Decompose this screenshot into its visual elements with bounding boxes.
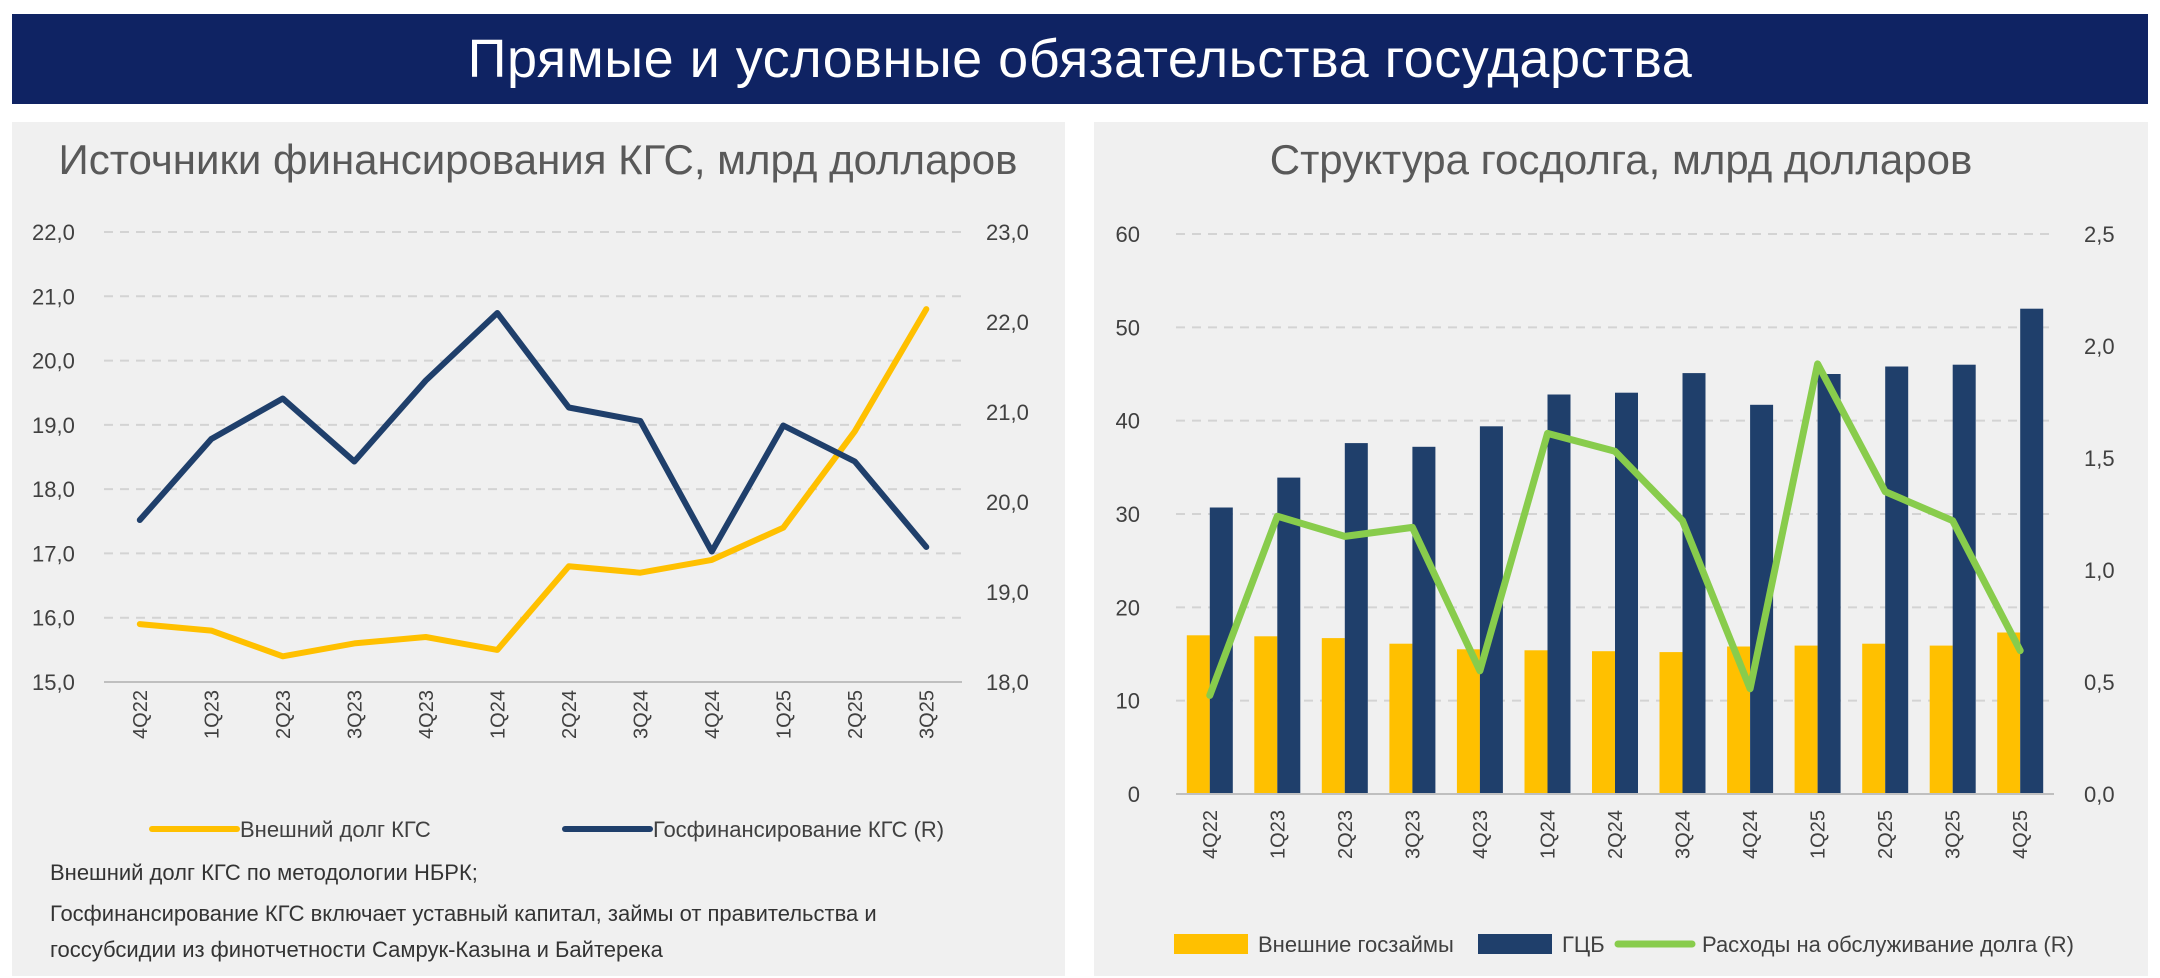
bar-gcb [1952,364,1976,794]
legend-label: ГЦБ [1562,932,1605,957]
bar-vneshnie-goszaymy [1456,649,1480,794]
x-tick-label: 1Q23 [1267,810,1289,859]
y2-tick-label: 23,0 [986,220,1029,245]
x-tick-label: 4Q22 [1200,810,1222,859]
x-tick-label: 2Q24 [1605,810,1627,859]
x-tick-label: 3Q24 [630,690,652,739]
legend-label: Внешние госзаймы [1258,932,1454,957]
y-tick-label: 17,0 [32,541,75,566]
bar-vneshnie-goszaymy [1524,650,1548,794]
bar-gcb [1344,443,1368,794]
chart-title: Структура госдолга, млрд долларов [1270,136,1973,183]
legend-label: Внешний долг КГС [240,817,431,842]
chart-panel-kgs-funding: Источники финансирования КГС, млрд долла… [12,122,1065,976]
x-tick-label: 2Q25 [1875,810,1897,859]
y-tick-label: 22,0 [32,220,75,245]
chart-kgs-funding: Источники финансирования КГС, млрд долла… [32,136,1029,842]
footnote-line-3: госсубсидии из финотчетности Самрук-Казы… [50,937,663,962]
bar-vneshnie-goszaymy [1929,645,1953,794]
bar-gcb [1209,507,1233,794]
bar-vneshnie-goszaymy [1389,643,1413,794]
x-tick-label: 3Q23 [344,690,366,739]
y2-tick-label: 18,0 [986,670,1029,695]
bar-vneshnie-goszaymy [1592,651,1615,794]
bar-vneshnie-goszaymy [1794,645,1818,794]
bar-vneshnie-goszaymy [1254,636,1278,794]
y-tick-label: 21,0 [32,284,75,309]
y2-tick-label: 19,0 [986,580,1029,605]
y-tick-label: 15,0 [32,670,75,695]
y-tick-label: 20 [1116,595,1140,620]
y-tick-label: 10 [1116,689,1140,714]
legend-swatch [1478,934,1552,954]
bar-vneshnie-goszaymy [1659,652,1683,794]
legend-swatch [1174,934,1248,954]
y2-tick-label: 2,0 [2084,334,2115,359]
chart-debt-structure: Структура госдолга, млрд долларов 0 10 20 30… [1116,136,2115,957]
y2-tick-label: 2,5 [2084,222,2115,247]
x-tick-label: 3Q25 [916,690,938,739]
bar-gcb [2020,308,2044,794]
x-tick-label: 4Q25 [2010,810,2032,859]
y-tick-label: 16,0 [32,606,75,631]
x-tick-label: 4Q24 [702,690,724,739]
y2-tick-label: 0,5 [2084,670,2115,695]
bar-gcb [1479,426,1503,794]
bar-gcb [1682,373,1706,794]
y2-tick-label: 22,0 [986,310,1029,335]
bar-vneshnie-goszaymy [1321,638,1345,794]
y-tick-label: 20,0 [32,349,75,374]
x-tick-label: 1Q24 [1537,810,1559,859]
page-title: Прямые и условные обязательства государс… [467,29,1693,89]
bar-gcb [1412,446,1436,794]
x-tick-label: 4Q24 [1740,810,1762,859]
x-tick-label: 2Q25 [845,690,867,739]
bar-gcb [1817,374,1841,794]
x-tick-label: 1Q24 [487,690,509,739]
bar-vneshnie-goszaymy [1186,635,1210,794]
bar-gcb [1277,477,1301,794]
y-tick-label: 60 [1116,222,1140,247]
page-banner: Прямые и условные обязательства государс… [12,14,2148,104]
y2-tick-label: 1,0 [2084,558,2115,583]
footnote-line-1: Внешний долг КГС по методологии НБРК; [50,860,478,885]
y-tick-label: 40 [1116,409,1140,434]
bar-gcb [1547,394,1571,794]
x-tick-label: 4Q23 [1470,810,1492,859]
y-tick-label: 50 [1116,315,1140,340]
chart-panel-debt-structure: Структура госдолга, млрд долларов 0 10 20 30… [1094,122,2148,976]
series-line-rashody [1206,360,2024,699]
x-tick-label: 1Q25 [1808,810,1830,859]
x-tick-label: 4Q23 [416,690,438,739]
x-tick-label: 3Q25 [1943,810,1965,859]
y2-tick-label: 20,0 [986,490,1029,515]
chart-title: Источники финансирования КГС, млрд долла… [59,136,1018,183]
bar-vneshnie-goszaymy [1862,643,1886,794]
x-tick-label: 2Q24 [559,690,581,739]
x-tick-label: 1Q23 [201,690,223,739]
y-tick-label: 19,0 [32,413,75,438]
bar-gcb [1615,392,1638,794]
y2-tick-label: 21,0 [986,400,1029,425]
y-tick-label: 30 [1116,502,1140,527]
x-tick-label: 4Q22 [130,690,152,739]
x-tick-label: 3Q24 [1673,810,1695,859]
x-tick-label: 2Q23 [273,690,295,739]
footnote-line-2: Госфинансирование КГС включает уставный … [50,901,877,926]
x-tick-label: 3Q23 [1402,810,1424,859]
legend-label: Расходы на обслуживание долга (R) [1702,932,2074,957]
bar-gcb [1750,404,1774,794]
series-line-vneshniy-dolg [136,306,930,660]
bar-gcb [1885,366,1909,794]
legend-label: Госфинансирование КГС (R) [653,817,944,842]
y-tick-label: 0 [1128,782,1140,807]
bar-vneshnie-goszaymy [1997,632,2021,794]
x-tick-label: 1Q25 [773,690,795,739]
series-line-gosfinansirovanie [136,310,930,555]
y2-tick-label: 0,0 [2084,782,2115,807]
y-tick-label: 18,0 [32,477,75,502]
y2-tick-label: 1,5 [2084,446,2115,471]
x-tick-label: 2Q23 [1335,810,1357,859]
